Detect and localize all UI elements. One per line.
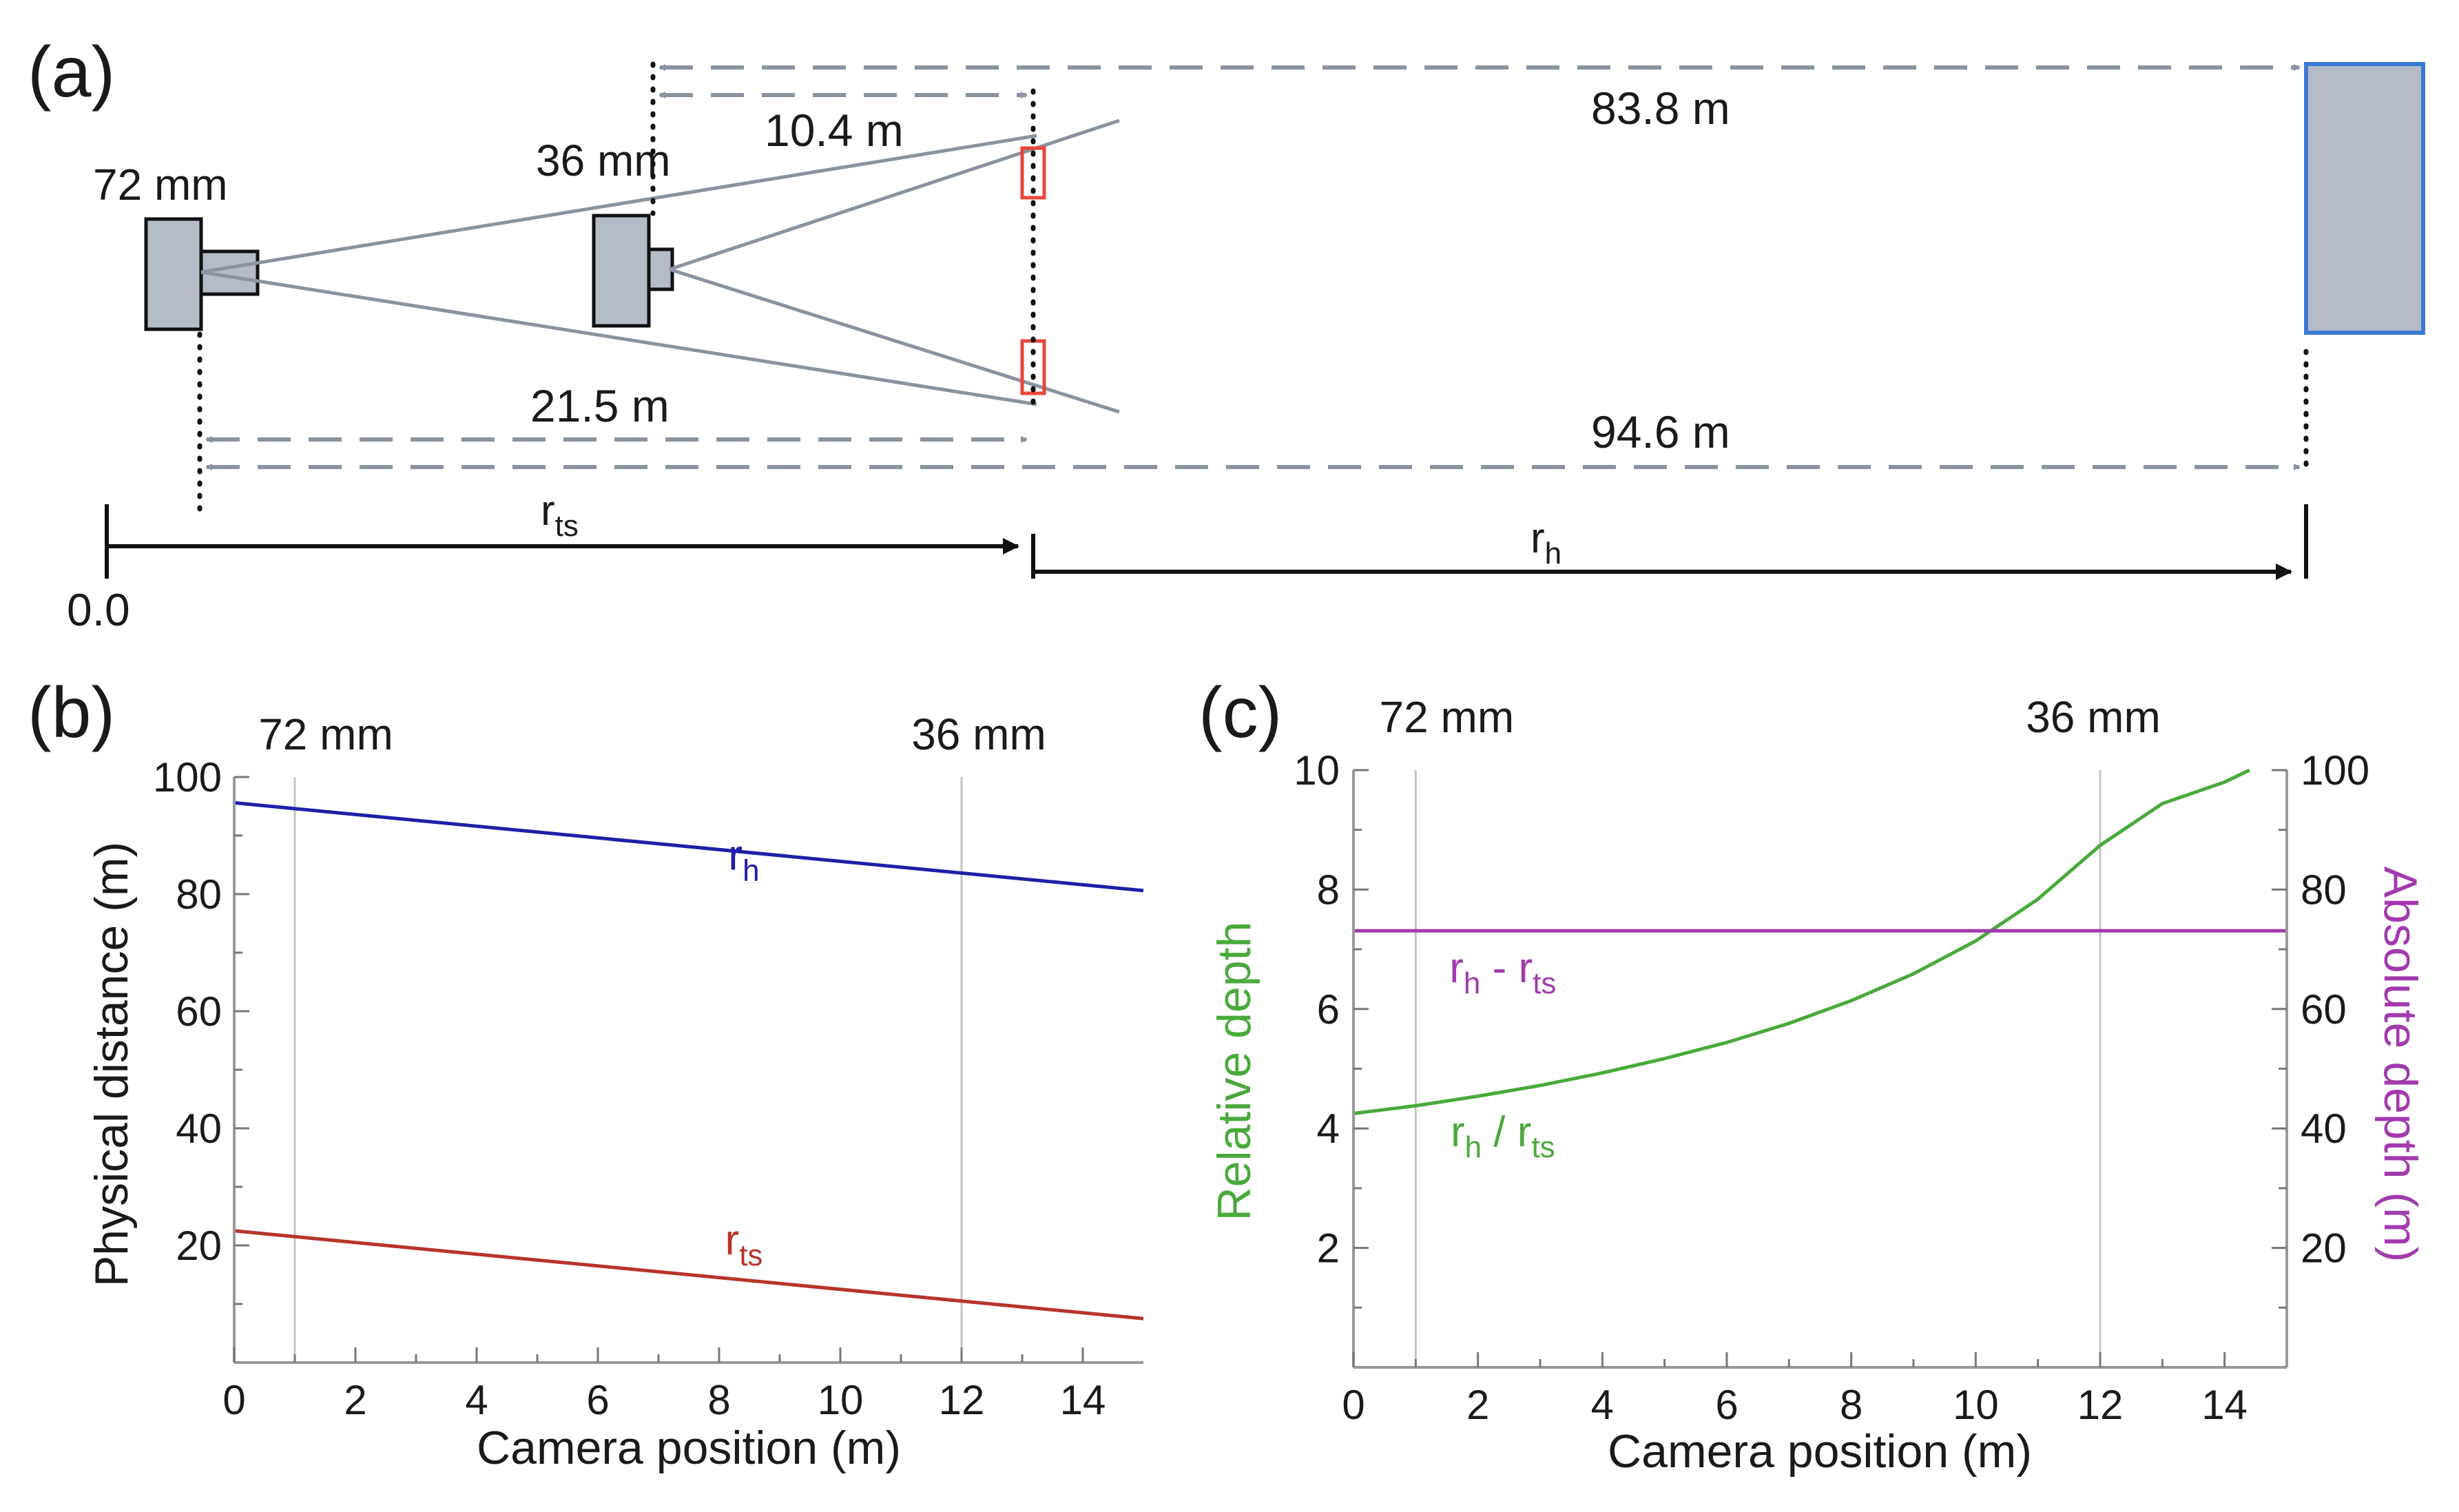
x-tick-label-2: 2 xyxy=(344,1377,366,1423)
panel-b-x-label: Camera position (m) xyxy=(477,1422,901,1474)
y-tick-label-60: 60 xyxy=(176,988,222,1035)
marker-label-1: 36 mm xyxy=(2026,692,2161,742)
x-tick-label-6: 6 xyxy=(1715,1382,1738,1428)
right-tick-label-80: 80 xyxy=(2301,867,2347,913)
panel-b-series xyxy=(234,800,1144,1321)
y-tick-label-80: 80 xyxy=(176,871,222,918)
axis-origin-label: 0.0 xyxy=(67,584,130,635)
series-label-difference: rh - rts xyxy=(1449,944,1556,1000)
panel-c-markers: 72 mm 36 mm xyxy=(1380,692,2161,1367)
panel-b-markers: 72 mm 36 mm xyxy=(258,710,1046,1363)
x-tick-label-10: 10 xyxy=(1953,1382,1999,1428)
left-tick-label-10: 10 xyxy=(1294,747,1340,794)
house-target xyxy=(2304,62,2425,335)
marker-label-1: 36 mm xyxy=(911,710,1046,759)
right-tick-label-20: 20 xyxy=(2301,1225,2347,1272)
marker-label-0: 72 mm xyxy=(258,710,393,759)
panel-c-right-ticks: 20 40 60 80 100 xyxy=(2272,747,2369,1309)
x-tick-label-14: 14 xyxy=(2201,1382,2248,1428)
lens-72mm-label: 72 mm xyxy=(93,160,228,209)
panel-c: (c) 72 mm 36 mm 0 2 4 6 8 10 12 14 2 4 6 8 10 20 40 60… xyxy=(1199,673,2427,1478)
x-tick-label-0: 0 xyxy=(222,1377,245,1423)
tree-top-marker xyxy=(1020,146,1046,200)
panel-c-series xyxy=(1353,768,2287,1116)
view-cone-36mm xyxy=(669,118,1120,414)
x-tick-label-2: 2 xyxy=(1466,1382,1489,1428)
panel-c-label: (c) xyxy=(1199,673,1282,753)
y-tick-label-20: 20 xyxy=(176,1223,222,1269)
y-tick-label-40: 40 xyxy=(176,1106,222,1152)
x-tick-label-6: 6 xyxy=(586,1377,609,1423)
panel-b-label: (b) xyxy=(28,673,115,753)
distance-axis xyxy=(105,504,2308,580)
left-tick-label-6: 6 xyxy=(1317,986,1340,1033)
x-tick-label-12: 12 xyxy=(939,1377,985,1423)
panel-c-left-ticks: 2 4 6 8 10 xyxy=(1294,747,1369,1309)
dist-bottom-long-label: 94.6 m xyxy=(1591,406,1730,457)
lens-36mm-label: 36 mm xyxy=(536,136,671,185)
x-tick-label-12: 12 xyxy=(2077,1382,2124,1428)
dist-top-short-label: 10.4 m xyxy=(765,105,904,156)
panel-a-label: (a) xyxy=(28,32,115,112)
panel-c-x-label: Camera position (m) xyxy=(1608,1425,2032,1478)
rts-axis-label: rts xyxy=(541,487,579,543)
x-tick-label-0: 0 xyxy=(1342,1382,1365,1428)
panel-b: (b) 72 mm 36 mm 0 2 4 6 8 10 12 14 20 40 60 80 100 C… xyxy=(28,673,1144,1474)
panel-b-x-ticks: 0 2 4 6 8 10 12 14 xyxy=(222,1347,1106,1423)
left-tick-label-4: 4 xyxy=(1317,1106,1340,1152)
panel-c-x-ticks: 0 2 4 6 8 10 12 14 xyxy=(1342,1352,2248,1428)
series-label-rh: rh xyxy=(728,831,759,887)
panel-a: (a) 72 mm 36 mm xyxy=(28,32,2425,635)
panel-b-y-label: Physical distance (m) xyxy=(85,842,138,1287)
right-tick-label-60: 60 xyxy=(2301,986,2347,1033)
x-tick-label-4: 4 xyxy=(465,1377,488,1423)
x-tick-label-8: 8 xyxy=(707,1377,730,1423)
y-tick-label-100: 100 xyxy=(153,754,222,800)
dimension-arrows xyxy=(205,64,2301,470)
series-line-ratio xyxy=(1353,768,2250,1116)
camera-36mm xyxy=(592,214,674,328)
series-line-rh xyxy=(234,800,1144,893)
view-cone-72mm xyxy=(200,134,1037,406)
right-tick-label-100: 100 xyxy=(2301,747,2369,794)
series-label-ratio: rh / rts xyxy=(1451,1108,1555,1164)
panel-b-y-ticks: 20 40 60 80 100 xyxy=(153,754,249,1305)
right-tick-label-40: 40 xyxy=(2301,1106,2347,1152)
camera-72mm xyxy=(144,217,260,331)
series-label-rts: rts xyxy=(725,1216,763,1272)
dist-bottom-short-label: 21.5 m xyxy=(530,380,670,431)
rh-axis-label: rh xyxy=(1531,515,1561,570)
left-tick-label-2: 2 xyxy=(1317,1225,1340,1272)
panel-c-right-label: Absolute depth (m) xyxy=(2374,867,2427,1263)
dist-top-long-label: 83.8 m xyxy=(1591,83,1730,134)
x-tick-label-14: 14 xyxy=(1060,1377,1106,1423)
panel-c-left-label: Relative depth xyxy=(1208,922,1260,1221)
dotted-guides xyxy=(197,61,2309,512)
x-tick-label-4: 4 xyxy=(1591,1382,1614,1428)
left-tick-label-8: 8 xyxy=(1317,867,1340,913)
x-tick-label-10: 10 xyxy=(818,1377,864,1423)
series-line-rts xyxy=(234,1229,1144,1321)
x-tick-label-8: 8 xyxy=(1840,1382,1863,1428)
marker-label-0: 72 mm xyxy=(1380,692,1515,742)
